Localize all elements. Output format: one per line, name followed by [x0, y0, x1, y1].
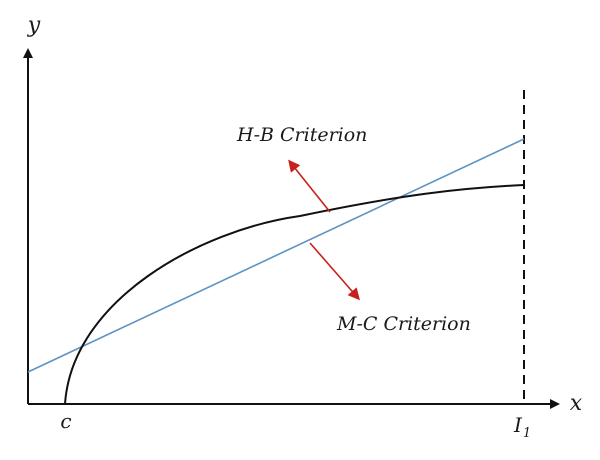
mc-criterion-label: M-C Criterion	[336, 313, 471, 335]
hb-criterion-label: H-B Criterion	[236, 124, 367, 146]
l1-subscript: 1	[523, 426, 531, 441]
hb-criterion-curve	[64, 184, 525, 405]
l1-tick-label: I1	[513, 413, 531, 441]
mc-arrow	[309, 242, 360, 301]
hb-arrow	[288, 159, 331, 213]
l1-main: I	[513, 413, 523, 437]
x-axis-label: x	[570, 391, 583, 416]
mc-criterion-line	[27, 138, 525, 373]
c-tick-label: c	[60, 409, 71, 433]
y-axis-label: y	[27, 13, 41, 38]
